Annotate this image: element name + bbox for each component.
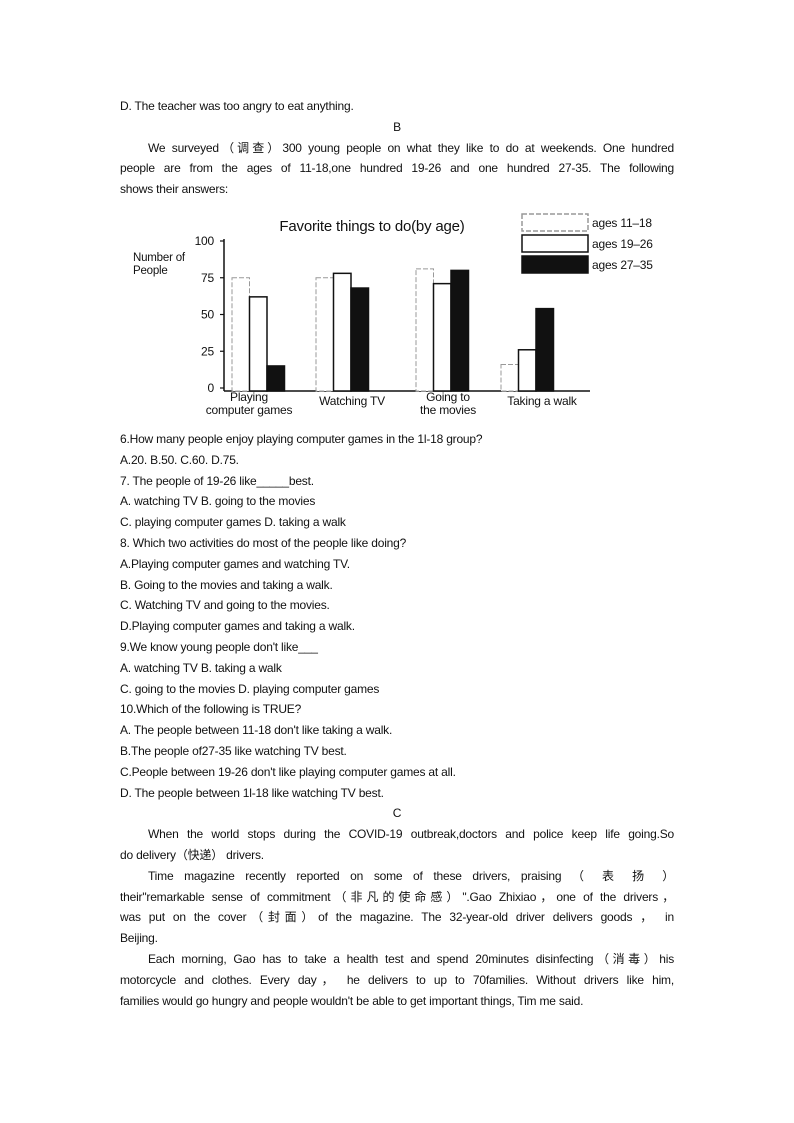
answer-option: C. going to the movies D. playing comput… [120, 681, 380, 696]
y-tick-label: 75 [201, 271, 214, 285]
passage-line: We surveyed（调查）300 young people on what … [148, 140, 674, 155]
answer-option: A. watching TV B. taking a walk [120, 660, 282, 675]
passage-line: do delivery（快递） drivers. [120, 847, 264, 862]
y-tick-label: 50 [201, 307, 214, 321]
legend-swatch [521, 234, 589, 253]
legend-swatch [521, 255, 589, 274]
bar [350, 287, 370, 392]
legend-swatch [521, 213, 589, 232]
passage-line: their"remarkable sense of commitment（非凡的… [120, 889, 674, 904]
passage-line: people are from the ages of 11-18,one hu… [120, 161, 674, 176]
bar [432, 282, 452, 392]
bar [231, 277, 250, 392]
y-tick-label: 0 [208, 381, 215, 395]
y-tick-label: 25 [201, 344, 214, 358]
answer-option: C.People between 19-26 don't like playin… [120, 764, 456, 779]
y-axis-label: Number of [133, 252, 186, 264]
answer-option: D. The teacher was too angry to eat anyt… [120, 99, 354, 113]
question: 7. The people of 19-26 like_____best. [120, 473, 314, 488]
answer-option: C. Watching TV and going to the movies. [120, 598, 330, 613]
bar [415, 268, 434, 392]
answer-option: D.Playing computer games and taking a wa… [120, 619, 355, 634]
legend-label: ages 11–18 [592, 216, 652, 230]
document-page: D. The teacher was too angry to eat anyt… [120, 96, 674, 1011]
passage-line: was put on the cover（封面）of the magazine.… [120, 910, 674, 925]
chart-title: Favorite things to do(by age) [279, 218, 464, 235]
legend-label: ages 19–26 [592, 237, 653, 251]
y-tick-label: 100 [195, 234, 215, 248]
passage-line: Time magazine recently reported on some … [148, 868, 674, 883]
bar [450, 269, 470, 392]
answer-option: C. playing computer games D. taking a wa… [120, 515, 346, 530]
answer-option: D. The people between 1l-18 like watchin… [120, 785, 384, 800]
section-heading-b: B [393, 119, 401, 134]
bar [266, 365, 286, 392]
answer-option: A. watching TV B. going to the movies [120, 494, 316, 509]
bar [315, 277, 334, 392]
x-category-label: Taking a walk [507, 394, 578, 408]
x-category-label: Watching TV [319, 394, 385, 408]
answer-option: A.20. B.50. C.60. D.75. [120, 452, 239, 467]
bar [535, 307, 555, 392]
passage-line: Each morning, Gao has to take a health t… [148, 951, 674, 966]
section-heading-c: C [392, 806, 402, 821]
x-category-label: Playing [230, 390, 268, 404]
y-axis-label: People [133, 265, 168, 277]
bar-chart: Favorite things to do(by age) Number ofPe… [133, 213, 653, 417]
x-category-label: computer games [206, 403, 293, 417]
passage-line: families would go hungry and people woul… [120, 993, 584, 1008]
answer-option: A.Playing computer games and watching TV… [120, 556, 350, 571]
bar [248, 296, 268, 392]
passage-line: When the world stops during the COVID-19… [148, 827, 674, 842]
bar [517, 349, 537, 392]
question: 6.How many people enjoy playing computer… [120, 431, 483, 446]
bar [332, 272, 352, 392]
bar [500, 363, 519, 392]
chart-figure: Favorite things to do(by age) Number of Pe… [120, 200, 674, 429]
answer-option: B. Going to the movies and taking a walk… [120, 577, 333, 592]
question: 10.Which of the following is TRUE? [120, 702, 302, 717]
answer-option: B.The people of27-35 like watching TV be… [120, 743, 347, 758]
passage-line: motorcycle and clothes. Every day， he de… [120, 972, 674, 987]
question: 8. Which two activities do most of the p… [120, 535, 407, 550]
x-category-label: the movies [420, 403, 476, 417]
x-category-label: Going to [426, 390, 470, 404]
question: 9.We know young people don't like___ [120, 639, 318, 654]
legend-label: ages 27–35 [592, 258, 653, 272]
passage-line: shows their answers: [120, 182, 229, 197]
answer-option: A. The people between 11-18 don't like t… [120, 723, 393, 738]
passage-line: Beijing. [120, 931, 158, 946]
